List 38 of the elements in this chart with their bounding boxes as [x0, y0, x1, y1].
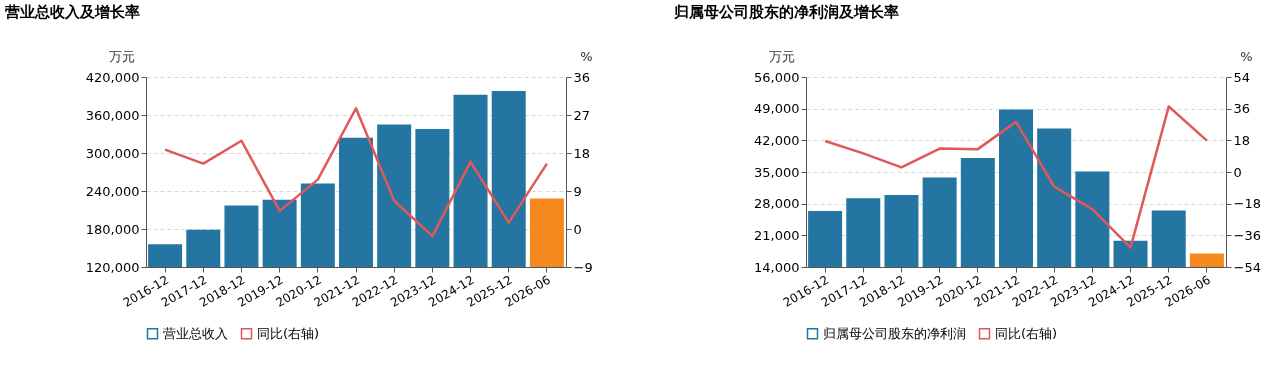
y2-tick-label: 54 [1233, 69, 1251, 85]
chart-title: 营业总收入及增长率 [4, 3, 141, 21]
y-tick-label: 420,000 [85, 69, 140, 85]
y2-tick-label: 9 [573, 183, 582, 199]
y2-tick-label: 18 [1233, 132, 1251, 148]
y-tick-label: 28,000 [754, 196, 800, 212]
y-tick-label: 35,000 [754, 164, 800, 180]
y2-axis-title: % [1240, 48, 1253, 64]
legend-label: 营业总收入 [163, 325, 228, 341]
y-tick-label: 42,000 [754, 132, 800, 148]
y-axis-title: 万元 [768, 48, 795, 64]
y2-tick-label: −36 [1233, 227, 1261, 243]
y2-axis-title: % [580, 48, 593, 64]
y2-tick-label: 0 [1233, 164, 1242, 180]
y-axis-title: 万元 [108, 48, 135, 64]
legend-label: 同比(右轴) [995, 325, 1058, 341]
y2-tick-label: −9 [573, 259, 593, 275]
line-series [163, 106, 549, 238]
y2-tick-label: 18 [573, 145, 591, 161]
y2-tick-label: 27 [573, 107, 591, 123]
chart-title: 归属母公司股东的净利润及增长率 [672, 3, 899, 21]
legend-label: 归属母公司股东的净利润 [823, 325, 966, 341]
y2-tick-label: 36 [573, 69, 591, 85]
y-tick-label: 300,000 [85, 145, 140, 161]
y-tick-label: 180,000 [85, 221, 140, 237]
y2-tick-label: −18 [1233, 196, 1261, 212]
y-tick-label: 240,000 [85, 183, 140, 199]
y-tick-label: 120,000 [85, 259, 140, 275]
y2-tick-label: 0 [573, 221, 582, 237]
y-tick-label: 56,000 [754, 69, 800, 85]
y-tick-label: 49,000 [754, 101, 800, 117]
legend-label: 同比(右轴) [257, 325, 320, 341]
line-series [823, 105, 1209, 249]
y-tick-label: 14,000 [754, 259, 800, 275]
y-tick-label: 21,000 [754, 227, 800, 243]
y2-tick-label: 36 [1233, 101, 1251, 117]
y2-tick-label: −54 [1233, 259, 1261, 275]
y-tick-label: 360,000 [85, 107, 140, 123]
